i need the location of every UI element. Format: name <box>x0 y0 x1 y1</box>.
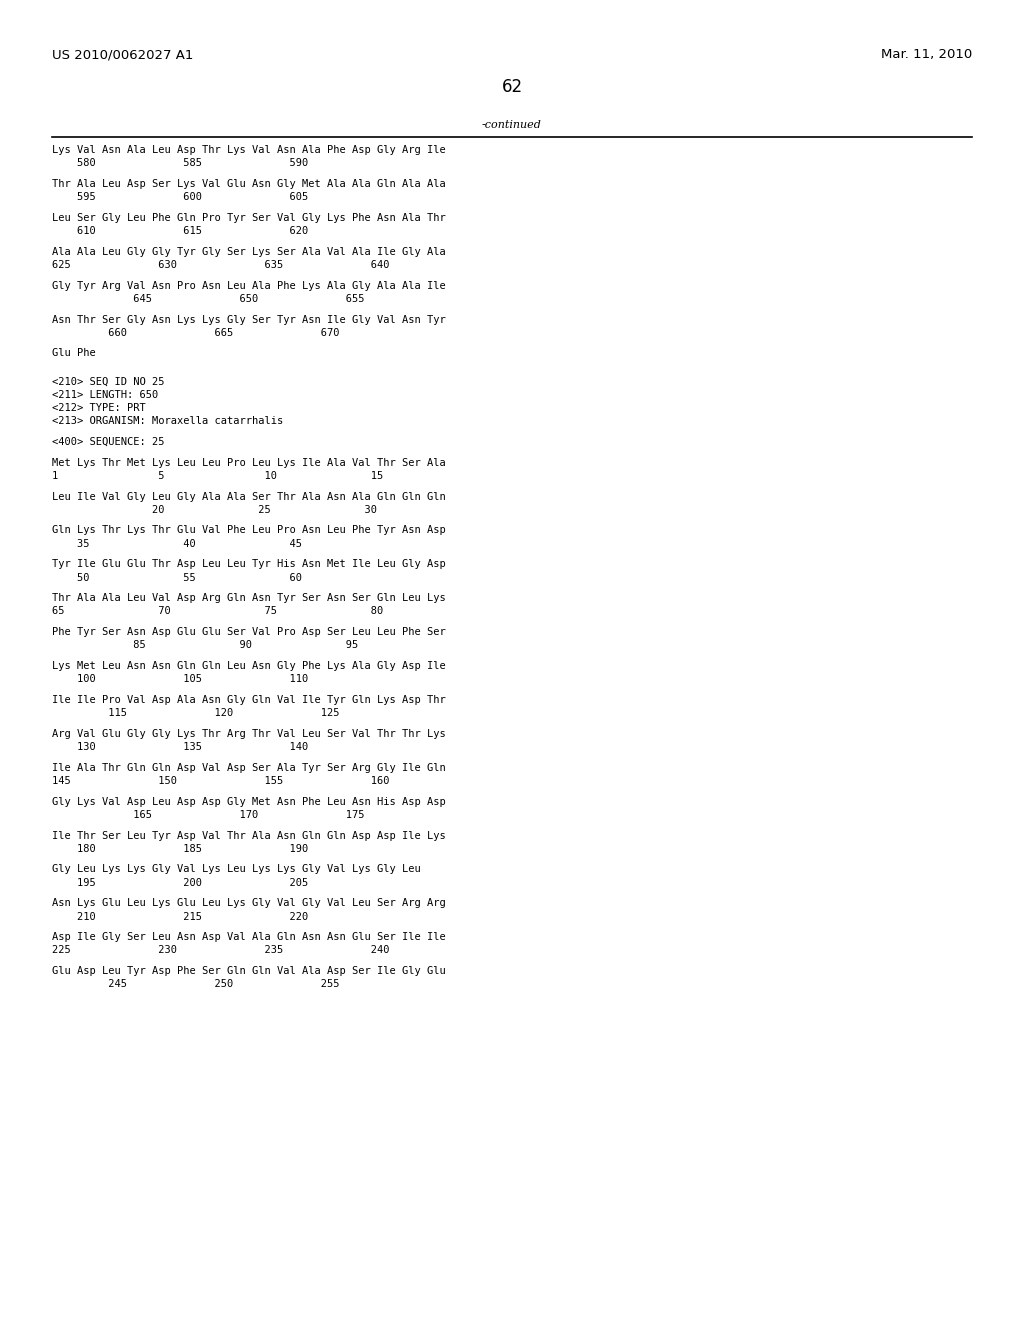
Text: 195              200              205: 195 200 205 <box>52 878 308 887</box>
Text: Lys Val Asn Ala Leu Asp Thr Lys Val Asn Ala Phe Asp Gly Arg Ile: Lys Val Asn Ala Leu Asp Thr Lys Val Asn … <box>52 145 445 154</box>
Text: Gly Tyr Arg Val Asn Pro Asn Leu Ala Phe Lys Ala Gly Ala Ala Ile: Gly Tyr Arg Val Asn Pro Asn Leu Ala Phe … <box>52 281 445 290</box>
Text: 115              120              125: 115 120 125 <box>52 708 340 718</box>
Text: Glu Asp Leu Tyr Asp Phe Ser Gln Gln Val Ala Asp Ser Ile Gly Glu: Glu Asp Leu Tyr Asp Phe Ser Gln Gln Val … <box>52 966 445 975</box>
Text: 85               90               95: 85 90 95 <box>52 640 358 651</box>
Text: 610              615              620: 610 615 620 <box>52 226 308 236</box>
Text: Ile Ala Thr Gln Gln Asp Val Asp Ser Ala Tyr Ser Arg Gly Ile Gln: Ile Ala Thr Gln Gln Asp Val Asp Ser Ala … <box>52 763 445 772</box>
Text: 50               55               60: 50 55 60 <box>52 573 302 582</box>
Text: 1                5                10               15: 1 5 10 15 <box>52 471 383 480</box>
Text: 625              630              635              640: 625 630 635 640 <box>52 260 389 269</box>
Text: <210> SEQ ID NO 25: <210> SEQ ID NO 25 <box>52 376 165 387</box>
Text: <213> ORGANISM: Moraxella catarrhalis: <213> ORGANISM: Moraxella catarrhalis <box>52 416 284 426</box>
Text: Leu Ile Val Gly Leu Gly Ala Ala Ser Thr Ala Asn Ala Gln Gln Gln: Leu Ile Val Gly Leu Gly Ala Ala Ser Thr … <box>52 491 445 502</box>
Text: Gly Leu Lys Lys Gly Val Lys Leu Lys Lys Gly Val Lys Gly Leu: Gly Leu Lys Lys Gly Val Lys Leu Lys Lys … <box>52 865 421 874</box>
Text: Phe Tyr Ser Asn Asp Glu Glu Ser Val Pro Asp Ser Leu Leu Phe Ser: Phe Tyr Ser Asn Asp Glu Glu Ser Val Pro … <box>52 627 445 638</box>
Text: Thr Ala Leu Asp Ser Lys Val Glu Asn Gly Met Ala Ala Gln Ala Ala: Thr Ala Leu Asp Ser Lys Val Glu Asn Gly … <box>52 180 445 189</box>
Text: Gly Lys Val Asp Leu Asp Asp Gly Met Asn Phe Leu Asn His Asp Asp: Gly Lys Val Asp Leu Asp Asp Gly Met Asn … <box>52 796 445 807</box>
Text: Lys Met Leu Asn Asn Gln Gln Leu Asn Gly Phe Lys Ala Gly Asp Ile: Lys Met Leu Asn Asn Gln Gln Leu Asn Gly … <box>52 661 445 671</box>
Text: Leu Ser Gly Leu Phe Gln Pro Tyr Ser Val Gly Lys Phe Asn Ala Thr: Leu Ser Gly Leu Phe Gln Pro Tyr Ser Val … <box>52 213 445 223</box>
Text: 145              150              155              160: 145 150 155 160 <box>52 776 389 785</box>
Text: <400> SEQUENCE: 25: <400> SEQUENCE: 25 <box>52 437 165 447</box>
Text: Gln Lys Thr Lys Thr Glu Val Phe Leu Pro Asn Leu Phe Tyr Asn Asp: Gln Lys Thr Lys Thr Glu Val Phe Leu Pro … <box>52 525 445 536</box>
Text: -continued: -continued <box>482 120 542 129</box>
Text: 165              170              175: 165 170 175 <box>52 809 365 820</box>
Text: Asn Thr Ser Gly Asn Lys Lys Gly Ser Tyr Asn Ile Gly Val Asn Tyr: Asn Thr Ser Gly Asn Lys Lys Gly Ser Tyr … <box>52 314 445 325</box>
Text: 180              185              190: 180 185 190 <box>52 843 308 854</box>
Text: 100              105              110: 100 105 110 <box>52 675 308 684</box>
Text: 65               70               75               80: 65 70 75 80 <box>52 606 383 616</box>
Text: Asn Lys Glu Leu Lys Glu Leu Lys Gly Val Gly Val Leu Ser Arg Arg: Asn Lys Glu Leu Lys Glu Leu Lys Gly Val … <box>52 899 445 908</box>
Text: Ala Ala Leu Gly Gly Tyr Gly Ser Lys Ser Ala Val Ala Ile Gly Ala: Ala Ala Leu Gly Gly Tyr Gly Ser Lys Ser … <box>52 247 445 256</box>
Text: Arg Val Glu Gly Gly Lys Thr Arg Thr Val Leu Ser Val Thr Thr Lys: Arg Val Glu Gly Gly Lys Thr Arg Thr Val … <box>52 729 445 739</box>
Text: 660              665              670: 660 665 670 <box>52 327 340 338</box>
Text: 210              215              220: 210 215 220 <box>52 912 308 921</box>
Text: 225              230              235              240: 225 230 235 240 <box>52 945 389 956</box>
Text: 595              600              605: 595 600 605 <box>52 193 308 202</box>
Text: Ile Ile Pro Val Asp Ala Asn Gly Gln Val Ile Tyr Gln Lys Asp Thr: Ile Ile Pro Val Asp Ala Asn Gly Gln Val … <box>52 694 445 705</box>
Text: <212> TYPE: PRT: <212> TYPE: PRT <box>52 403 145 413</box>
Text: 245              250              255: 245 250 255 <box>52 979 340 989</box>
Text: <211> LENGTH: 650: <211> LENGTH: 650 <box>52 389 159 400</box>
Text: Thr Ala Ala Leu Val Asp Arg Gln Asn Tyr Ser Asn Ser Gln Leu Lys: Thr Ala Ala Leu Val Asp Arg Gln Asn Tyr … <box>52 593 445 603</box>
Text: Glu Phe: Glu Phe <box>52 348 96 359</box>
Text: 645              650              655: 645 650 655 <box>52 294 365 304</box>
Text: Ile Thr Ser Leu Tyr Asp Val Thr Ala Asn Gln Gln Asp Asp Ile Lys: Ile Thr Ser Leu Tyr Asp Val Thr Ala Asn … <box>52 830 445 841</box>
Text: Tyr Ile Glu Glu Thr Asp Leu Leu Tyr His Asn Met Ile Leu Gly Asp: Tyr Ile Glu Glu Thr Asp Leu Leu Tyr His … <box>52 560 445 569</box>
Text: 20               25               30: 20 25 30 <box>52 504 377 515</box>
Text: 580              585              590: 580 585 590 <box>52 158 308 168</box>
Text: Mar. 11, 2010: Mar. 11, 2010 <box>881 48 972 61</box>
Text: 130              135              140: 130 135 140 <box>52 742 308 752</box>
Text: Met Lys Thr Met Lys Leu Leu Pro Leu Lys Ile Ala Val Thr Ser Ala: Met Lys Thr Met Lys Leu Leu Pro Leu Lys … <box>52 458 445 467</box>
Text: US 2010/0062027 A1: US 2010/0062027 A1 <box>52 48 194 61</box>
Text: 62: 62 <box>502 78 522 96</box>
Text: Asp Ile Gly Ser Leu Asn Asp Val Ala Gln Asn Asn Glu Ser Ile Ile: Asp Ile Gly Ser Leu Asn Asp Val Ala Gln … <box>52 932 445 942</box>
Text: 35               40               45: 35 40 45 <box>52 539 302 549</box>
